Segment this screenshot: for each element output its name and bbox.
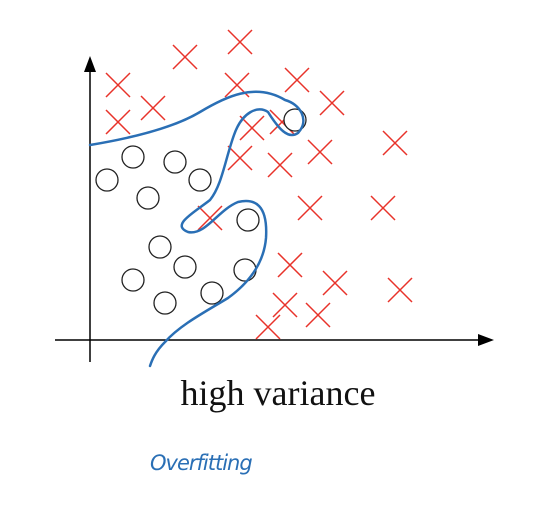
cross-marker [272, 292, 298, 318]
cross-marker [197, 205, 223, 231]
cross-marker [370, 195, 396, 221]
cross-marker [140, 95, 166, 121]
circle-marker [173, 255, 197, 279]
handwritten-note: Overfitting [150, 451, 252, 475]
cross-marker [255, 314, 281, 340]
cross-marker [382, 130, 408, 156]
cross-marker [267, 152, 293, 178]
circle-marker [121, 268, 145, 292]
cross-marker [387, 277, 413, 303]
circle-marker [283, 108, 307, 132]
cross-marker [284, 67, 310, 93]
circle-marker [136, 186, 160, 210]
circle-marker [233, 258, 257, 282]
circle-marker [163, 150, 187, 174]
cross-marker [319, 90, 345, 116]
decision-boundary [88, 90, 305, 368]
cross-marker [322, 270, 348, 296]
cross-marker [307, 139, 333, 165]
cross-marker [277, 252, 303, 278]
cross-marker [105, 72, 131, 98]
cross-marker [227, 29, 253, 55]
circle-marker [153, 291, 177, 315]
circle-marker [148, 235, 172, 259]
x-arrow [478, 334, 494, 346]
circle-marker [236, 208, 260, 232]
caption: high variance [181, 373, 376, 413]
y-arrow [84, 56, 96, 72]
cross-marker [305, 302, 331, 328]
circle-marker [121, 145, 145, 169]
cross-marker [227, 145, 253, 171]
cross-marker [105, 109, 131, 135]
cross-marker [172, 44, 198, 70]
cross-marker [239, 115, 265, 141]
axes [55, 56, 494, 362]
points [95, 29, 413, 340]
cross-marker [297, 195, 323, 221]
circle-marker [200, 281, 224, 305]
circle-marker [95, 168, 119, 192]
circle-marker [188, 168, 212, 192]
